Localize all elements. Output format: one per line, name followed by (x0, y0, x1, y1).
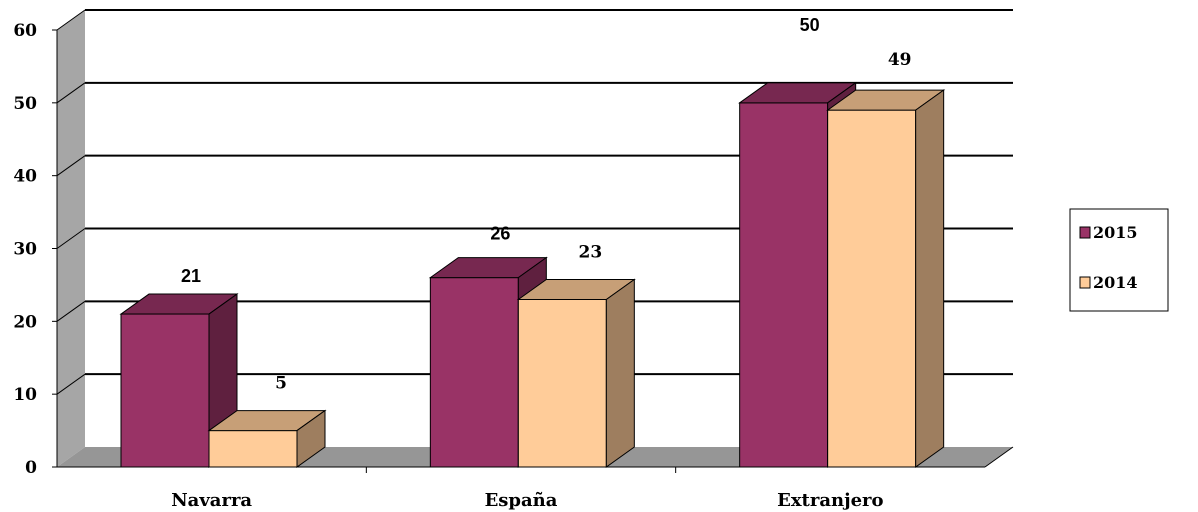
data-label-Extranjero-2014: 49 (888, 50, 912, 70)
legend-label-2014: 2014 (1093, 273, 1138, 292)
side-gridline (56, 155, 86, 177)
y-tick-label: 50 (13, 94, 37, 114)
data-label-Navarra-2014: 5 (275, 374, 287, 394)
legend-swatch-2015 (1079, 226, 1091, 239)
bar-side-Extranjero-2014 (915, 89, 945, 468)
data-label-Navarra-2015: 21 (181, 266, 201, 286)
category-label: Navarra (171, 490, 252, 511)
category-labels: Navarra España Extranjero (171, 490, 883, 511)
legend-box (1069, 208, 1169, 312)
bar-Extranjero-2015 (739, 102, 829, 468)
side-gridline (56, 82, 86, 104)
data-label-Extranjero-2015: 50 (800, 15, 820, 35)
floor-edge (984, 446, 1014, 468)
bars (119, 81, 946, 468)
bar-Navarra-2014 (208, 430, 298, 468)
bar-Navarra-2015 (120, 313, 210, 468)
legend-label-2015: 2015 (1093, 223, 1138, 242)
bar-España-2014 (517, 298, 607, 468)
y-tick-label: 20 (13, 312, 37, 332)
bar-side-España-2014 (605, 278, 635, 468)
y-axis-ticks: 0 10 20 30 40 50 60 (13, 21, 57, 478)
data-label-España-2014: 23 (578, 242, 602, 262)
bar-España-2015 (429, 277, 519, 468)
side-gridline (56, 228, 86, 249)
data-label-España-2015: 26 (490, 224, 510, 244)
bar-Extranjero-2014 (827, 109, 917, 468)
y-tick-label: 30 (13, 240, 37, 260)
bar-side-Navarra-2014 (296, 409, 326, 468)
y-tick-label: 10 (13, 385, 37, 405)
y-tick-label: 60 (13, 21, 37, 41)
legend-swatch-2014 (1079, 276, 1091, 289)
category-label: España (485, 490, 558, 511)
data-labels: 21 5 26 23 50 49 (181, 15, 912, 394)
legend: 2015 2014 (1069, 208, 1169, 312)
y-tick-label: 40 (13, 167, 37, 187)
side-gridline (56, 9, 86, 31)
side-gridline (56, 300, 86, 322)
side-gridline (56, 373, 86, 395)
category-label: Extranjero (777, 490, 883, 511)
y-tick-label: 0 (25, 458, 37, 478)
